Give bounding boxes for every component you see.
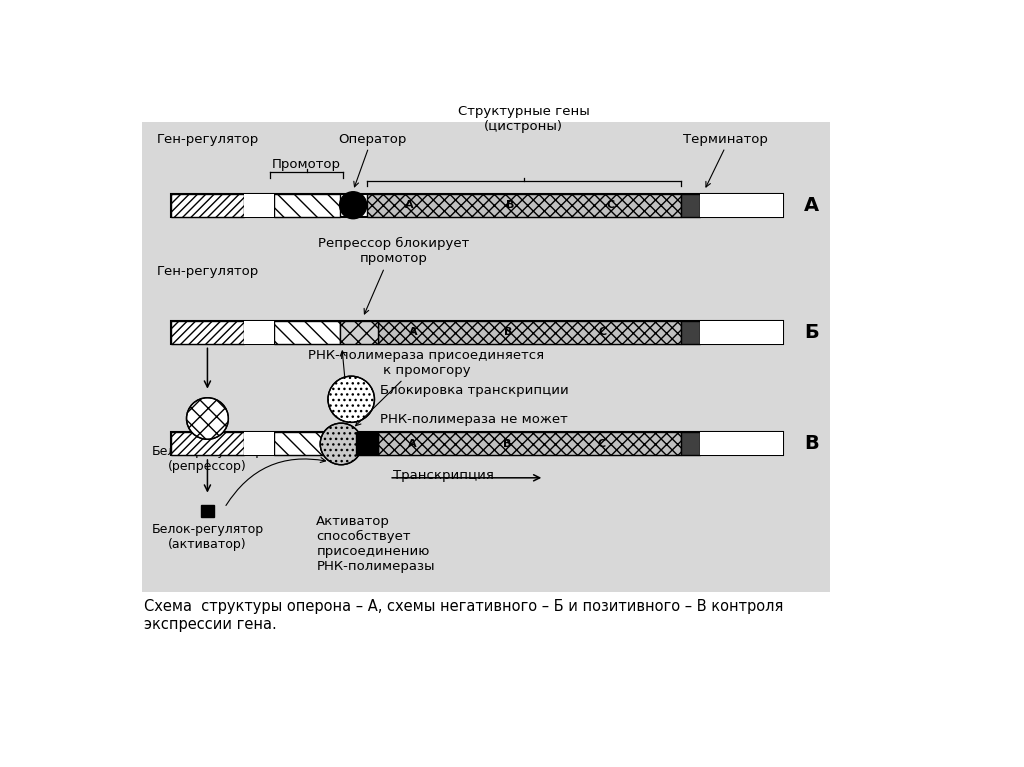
Text: Оператор: Оператор [338, 133, 407, 146]
Text: Промотор: Промотор [272, 158, 341, 171]
Text: Ген-регулятор: Ген-регулятор [157, 133, 259, 146]
Bar [273, 433, 340, 456]
Text: С: С [607, 200, 614, 210]
Bar [171, 433, 783, 456]
Bar [171, 194, 783, 217]
Text: Репрессор блокирует
промотор: Репрессор блокирует промотор [318, 237, 469, 265]
Text: Б: Б [804, 323, 818, 342]
Bar [171, 321, 783, 344]
Text: А: А [409, 439, 417, 449]
Bar [202, 505, 214, 517]
Bar [273, 321, 340, 344]
Bar [700, 194, 783, 217]
Text: Терминатор: Терминатор [683, 133, 768, 146]
Bar [367, 194, 681, 217]
Text: Схема  структуры оперона – А, схемы негативного – Б и позитивного – В контроля
э: Схема структуры оперона – А, схемы негат… [143, 600, 783, 632]
Text: В: В [804, 434, 818, 453]
Bar [171, 194, 245, 217]
Bar [378, 433, 681, 456]
Text: Активатор
способствует
присоединению
РНК-полимеразы: Активатор способствует присоединению РНК… [316, 515, 435, 573]
Text: А: А [406, 200, 414, 210]
Text: Белок-регулятор
(активатор): Белок-регулятор (активатор) [152, 523, 263, 551]
Text: РНК-полимераза не может
связаться с промотором: РНК-полимераза не может связаться с пром… [380, 413, 567, 441]
Text: Структурные гены
(цистроны): Структурные гены (цистроны) [458, 105, 590, 133]
Text: Блокировка транскрипции: Блокировка транскрипции [380, 384, 568, 397]
Bar [356, 433, 378, 456]
Circle shape [186, 398, 228, 439]
Text: РНК-полимераза присоединяется
к промогору: РНК-полимераза присоединяется к промогор… [308, 349, 545, 377]
Bar [171, 433, 245, 456]
Bar [700, 321, 783, 344]
Bar [681, 321, 700, 344]
Text: С: С [597, 439, 605, 449]
Text: Транскрипция: Транскрипция [393, 469, 494, 482]
Text: A: A [804, 196, 819, 215]
Bar [681, 194, 700, 217]
Text: Ген-регулятор: Ген-регулятор [157, 265, 259, 278]
Text: В: В [506, 200, 514, 210]
Text: А: А [409, 328, 418, 337]
Text: Белок-регулятор
(репрессор): Белок-регулятор (репрессор) [152, 446, 263, 473]
Bar [273, 194, 340, 217]
Text: С: С [598, 328, 606, 337]
Bar [378, 321, 681, 344]
Circle shape [321, 423, 362, 465]
Bar [700, 433, 783, 456]
Text: В: В [503, 439, 511, 449]
Text: В: В [504, 328, 512, 337]
Circle shape [340, 192, 367, 219]
Bar [171, 321, 245, 344]
Bar [245, 433, 273, 456]
Bar [142, 122, 830, 592]
Bar [340, 321, 378, 344]
Bar [681, 433, 700, 456]
Bar [245, 194, 273, 217]
Circle shape [328, 376, 375, 423]
Bar [245, 321, 273, 344]
